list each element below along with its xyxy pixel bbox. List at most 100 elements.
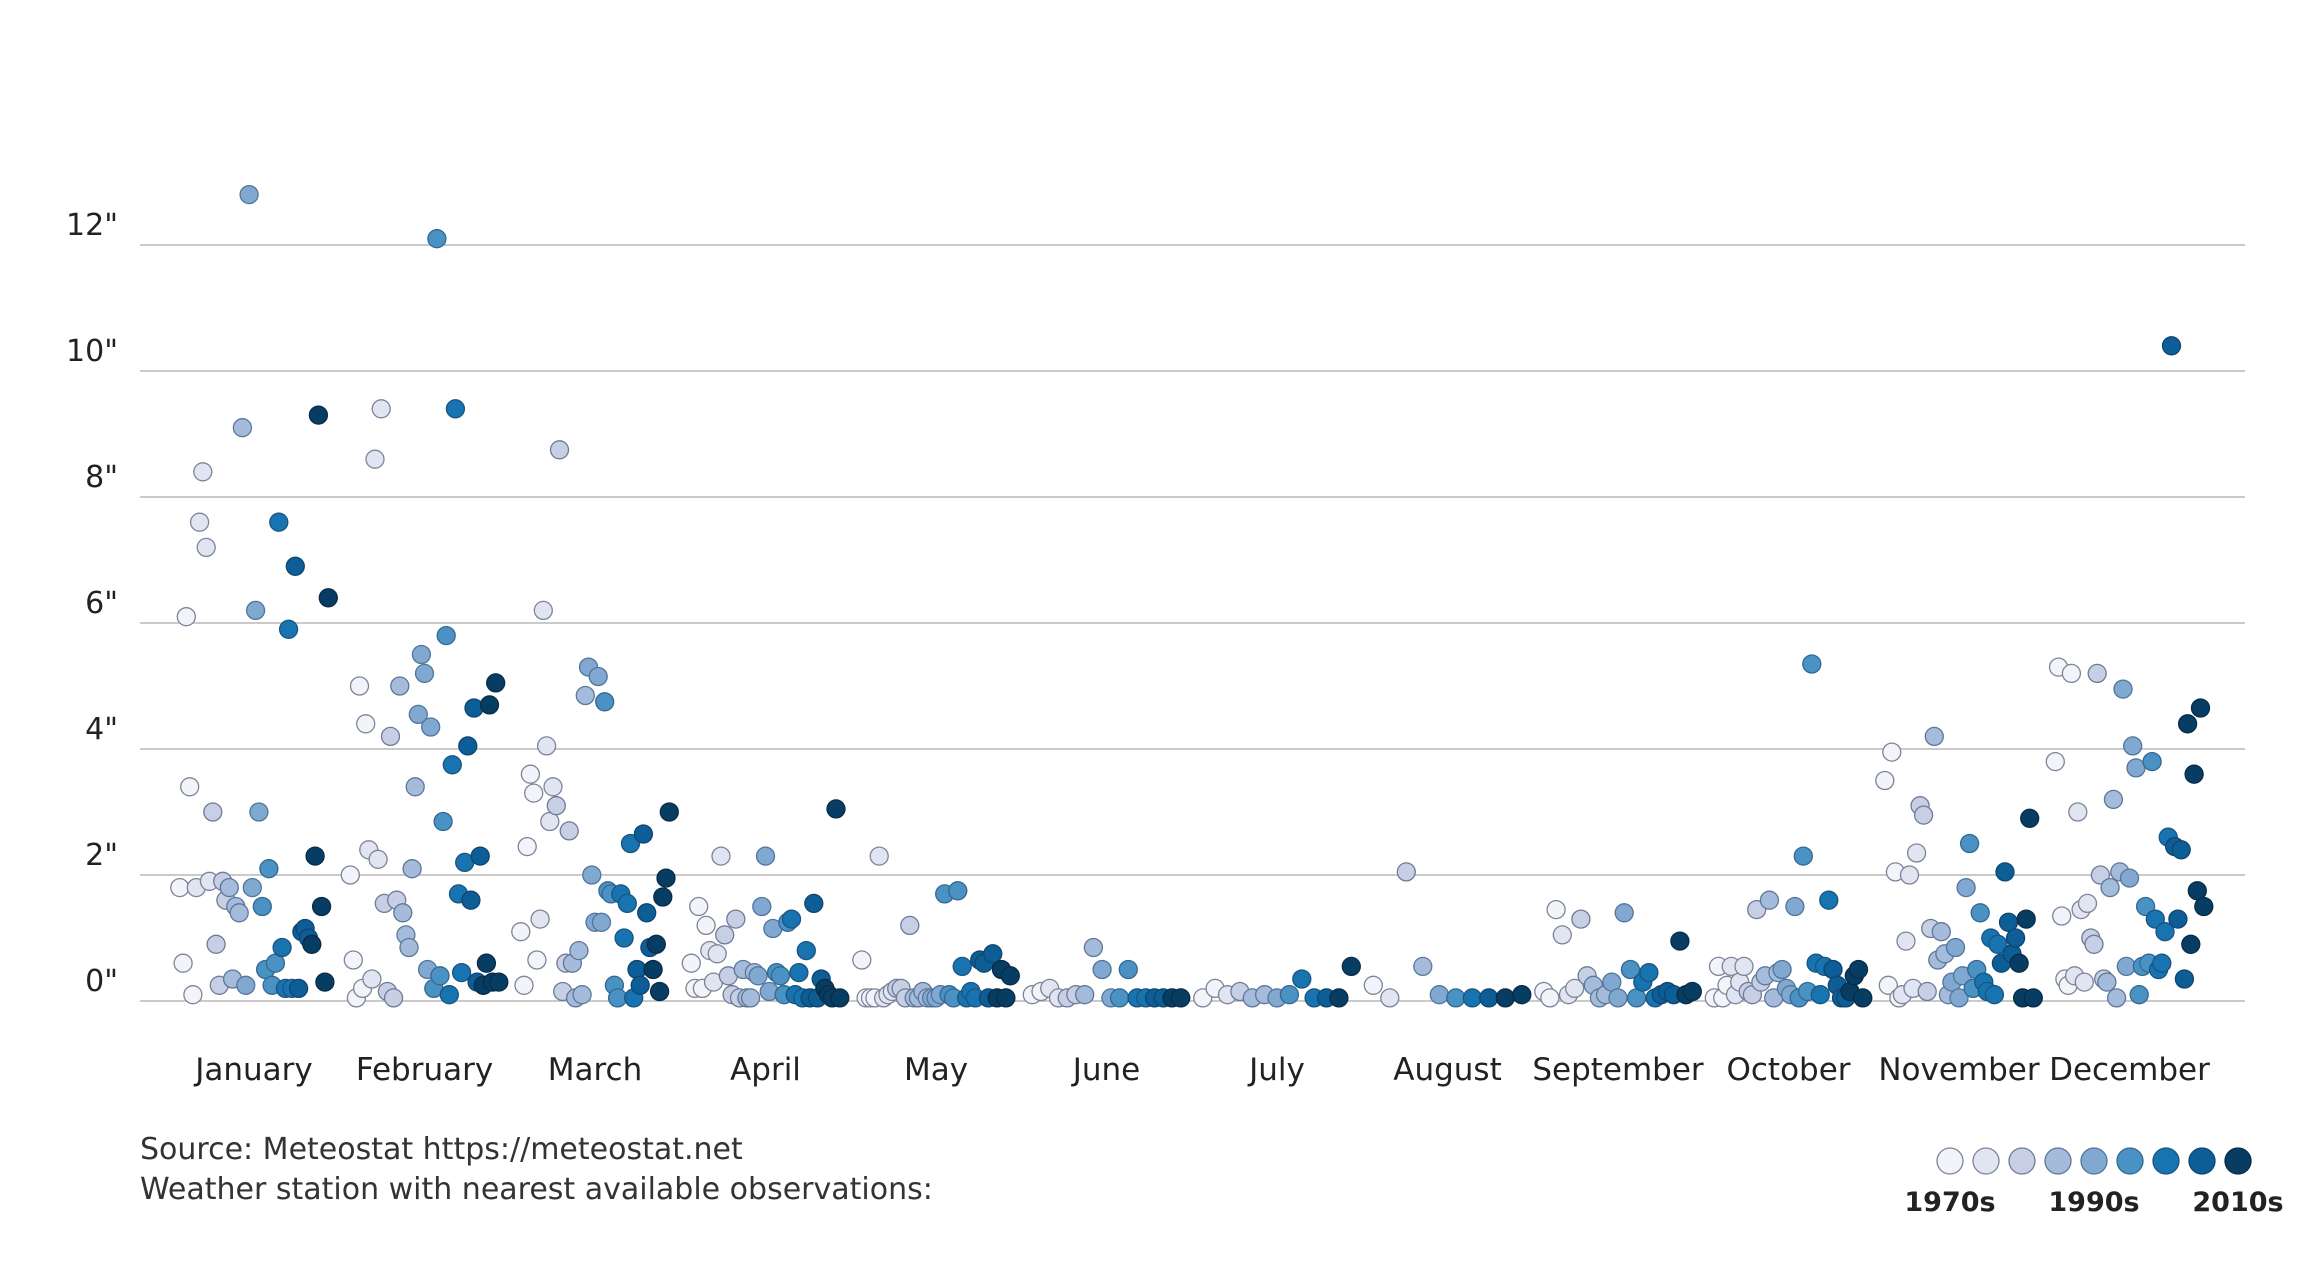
data-point-december	[2129, 985, 2149, 1005]
data-point-february	[436, 625, 456, 646]
data-point-august	[1380, 988, 1400, 1008]
data-point-december	[2100, 877, 2120, 898]
data-point-december	[2113, 679, 2133, 699]
data-point-april	[740, 988, 761, 1008]
data-point-december	[2190, 698, 2211, 718]
data-point-january	[308, 405, 329, 425]
month-label-october: October	[1726, 1052, 1850, 1088]
data-point-march	[511, 922, 531, 942]
data-point-february	[433, 811, 453, 832]
decade-color-legend: 1970s 1990s 2010s	[1904, 1147, 2284, 1218]
station-note: Weather station with nearest available o…	[140, 1172, 933, 1207]
data-point-december	[2161, 336, 2182, 356]
data-point-february	[411, 644, 432, 665]
data-point-march	[614, 928, 634, 948]
data-point-march	[543, 777, 563, 797]
data-point-february	[479, 695, 500, 715]
data-point-march	[656, 868, 676, 888]
data-point-august	[1462, 988, 1482, 1008]
data-point-march	[524, 783, 544, 803]
legend-label-1970s: 1970s	[1904, 1187, 1995, 1218]
data-points	[170, 184, 2214, 1008]
data-point-april	[711, 846, 731, 866]
data-point-january	[196, 537, 216, 558]
data-point-december	[2106, 988, 2127, 1008]
data-point-february	[390, 676, 410, 696]
data-point-november	[1956, 877, 1976, 898]
data-point-april	[789, 962, 809, 983]
data-point-january	[278, 619, 299, 639]
data-point-february	[486, 673, 506, 693]
data-point-november	[1913, 805, 1934, 825]
data-point-march	[549, 440, 570, 460]
data-point-january	[203, 802, 223, 822]
data-point-september	[1540, 988, 1560, 1008]
month-label-february: February	[356, 1052, 493, 1088]
data-point-march	[559, 821, 579, 841]
data-point-october	[1810, 985, 1830, 1005]
data-point-january	[180, 777, 200, 797]
legend-swatches	[1936, 1147, 2252, 1175]
month-label-august: August	[1393, 1052, 1502, 1088]
data-point-march	[591, 912, 612, 932]
data-point-december	[2084, 934, 2104, 954]
y-tick-label: 2"	[85, 838, 118, 873]
data-point-march	[575, 685, 595, 706]
data-point-november	[1878, 975, 1898, 995]
data-point-july	[1329, 988, 1349, 1008]
data-point-may	[869, 846, 889, 866]
data-point-november	[1988, 934, 2008, 954]
data-point-february	[349, 676, 370, 696]
data-point-february	[489, 972, 509, 992]
legend-label-1990s: 1990s	[2048, 1187, 2139, 1218]
data-point-december	[2097, 972, 2117, 992]
data-point-april	[715, 925, 735, 945]
data-point-march	[646, 934, 666, 954]
data-point-february	[430, 966, 450, 986]
data-point-december	[2116, 956, 2136, 977]
data-point-january	[305, 846, 325, 866]
data-point-december	[2061, 663, 2082, 684]
y-axis-tick-labels: 0" 2" 4" 6" 8" 10" 12"	[66, 208, 118, 999]
data-point-october	[1785, 896, 1805, 917]
data-point-march	[517, 836, 537, 857]
data-point-april	[755, 846, 776, 866]
data-point-march	[569, 940, 589, 961]
data-point-december	[2068, 802, 2088, 822]
data-point-december	[2168, 909, 2188, 929]
month-label-march: March	[548, 1052, 643, 1088]
data-point-november	[2023, 988, 2043, 1008]
data-point-november	[1970, 903, 1990, 923]
data-point-february	[461, 890, 481, 910]
data-point-march	[572, 985, 592, 1005]
y-tick-label: 6"	[85, 586, 118, 621]
legend-swatch	[2116, 1147, 2144, 1175]
data-point-september	[1546, 899, 1566, 920]
data-point-february	[442, 755, 462, 775]
data-point-december	[2152, 953, 2172, 973]
data-point-june	[1083, 937, 1104, 958]
data-point-march	[643, 959, 663, 980]
data-point-march	[536, 736, 557, 756]
data-point-march	[582, 865, 602, 885]
data-point-november	[1949, 988, 1969, 1008]
data-point-march	[514, 975, 534, 995]
data-point-march	[530, 909, 550, 929]
data-point-november	[2005, 928, 2026, 948]
data-point-december	[2171, 840, 2191, 860]
data-point-august	[1413, 956, 1433, 977]
data-point-june	[1118, 959, 1138, 980]
data-point-march	[620, 833, 641, 854]
month-label-may: May	[904, 1052, 968, 1088]
data-point-april	[781, 909, 802, 929]
data-point-february	[421, 717, 441, 737]
data-point-may	[852, 950, 872, 970]
data-point-january	[236, 975, 256, 995]
data-point-february	[340, 865, 360, 885]
month-label-november: November	[1878, 1052, 2040, 1088]
month-label-december: December	[2049, 1052, 2210, 1088]
data-point-november	[1882, 742, 1902, 762]
data-point-march	[588, 666, 608, 687]
data-point-september	[1620, 959, 1641, 980]
data-point-november	[1899, 865, 1920, 885]
